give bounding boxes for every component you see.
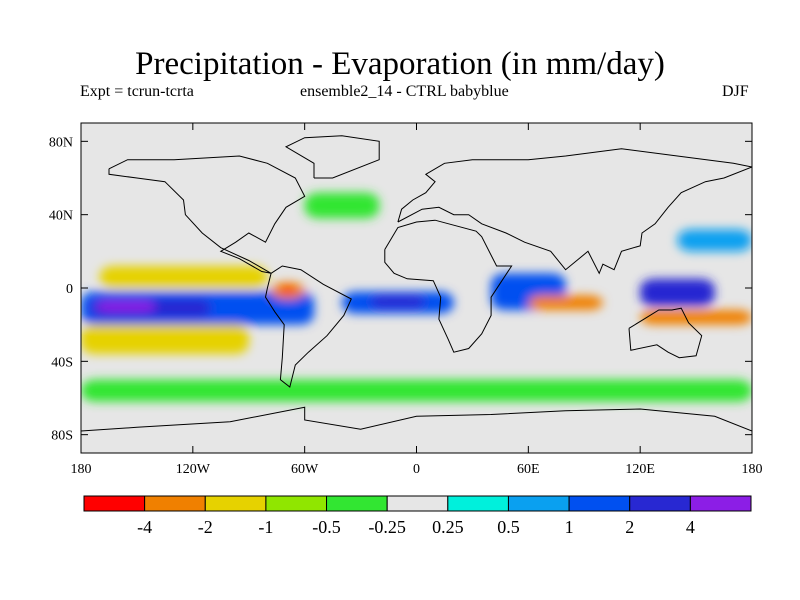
colorbar-swatch — [689, 495, 752, 512]
contour-maritime-continent-wet — [640, 278, 715, 307]
coastline-north-america — [108, 155, 306, 274]
coastline-greenland — [284, 135, 380, 179]
colorbar-label: -0.25 — [368, 517, 406, 537]
contour-amazon-core — [282, 286, 294, 294]
x-axis: 180 120W 60W 0 60E 120E 180 — [71, 123, 763, 477]
experiment-label: Expt = tcrun-tcrta — [80, 83, 194, 100]
colorbar-label: 4 — [686, 517, 695, 537]
colorbar-swatch — [568, 495, 631, 512]
y-axis: 80N 40N 0 40S 80S — [49, 135, 752, 444]
y-tick-label: 80N — [49, 135, 73, 150]
colorbar-label: 1 — [565, 517, 574, 537]
x-tick-label: 120E — [625, 462, 655, 477]
colorbar-swatch — [144, 495, 206, 512]
coastline-layer — [81, 135, 752, 432]
coastline-eurasia — [397, 148, 752, 275]
colorbar-swatch — [447, 495, 509, 512]
contour-south-ocean-band — [81, 379, 752, 402]
coastline-africa — [384, 219, 513, 353]
run-label: ensemble2_14 - CTRL babyblue — [300, 83, 509, 100]
y-tick-label: 80S — [51, 429, 73, 444]
contour-west-pacific-jet — [677, 229, 752, 252]
coastline-south-america — [264, 265, 352, 388]
map-title: Precipitation - Evaporation (in mm/day) — [135, 46, 665, 82]
colorbar-label: -4 — [137, 517, 152, 537]
contour-north-pacific-dry-edge — [99, 266, 268, 288]
y-tick-label: 40S — [51, 355, 73, 370]
contour-indian-ocean-dry — [528, 295, 603, 310]
colorbar-swatch — [386, 495, 449, 512]
x-tick-label: 180 — [742, 462, 763, 477]
colorbar-swatch — [629, 495, 691, 512]
contour-south-pacific-dry-edge — [81, 324, 249, 354]
x-tick-label: 120W — [176, 462, 211, 477]
contour-tropical-core-pacific — [95, 300, 156, 312]
x-tick-label: 0 — [413, 462, 420, 477]
y-tick-label: 40N — [49, 209, 73, 224]
colorbar-label: 2 — [625, 517, 634, 537]
contour-atlantic-core — [369, 295, 426, 309]
colorbar-swatch — [507, 495, 570, 512]
x-tick-label: 180 — [71, 462, 92, 477]
contour-australia-dry — [640, 310, 752, 325]
coastline-australia — [628, 307, 703, 359]
colorbar-label: -1 — [258, 517, 273, 537]
x-tick-label: 60W — [291, 462, 319, 477]
y-tick-label: 0 — [66, 282, 73, 297]
colorbar-label: -2 — [198, 517, 213, 537]
field-layer — [81, 192, 752, 402]
colorbar-label: -0.5 — [312, 517, 341, 537]
colorbar: -4 -2 -1 -0.5 -0.25 0.25 0.5 1 2 4 — [83, 495, 752, 537]
colorbar-label: 0.25 — [432, 517, 464, 537]
season-label: DJF — [722, 83, 749, 100]
coastline-antarctica — [81, 406, 752, 432]
x-tick-label: 60E — [517, 462, 540, 477]
colorbar-swatch — [204, 495, 267, 512]
contour-north-atlantic-band — [304, 192, 380, 219]
colorbar-label: 0.5 — [497, 517, 520, 537]
colorbar-swatch — [83, 495, 146, 512]
colorbar-swatch — [265, 495, 328, 512]
colorbar-swatch — [326, 495, 388, 512]
